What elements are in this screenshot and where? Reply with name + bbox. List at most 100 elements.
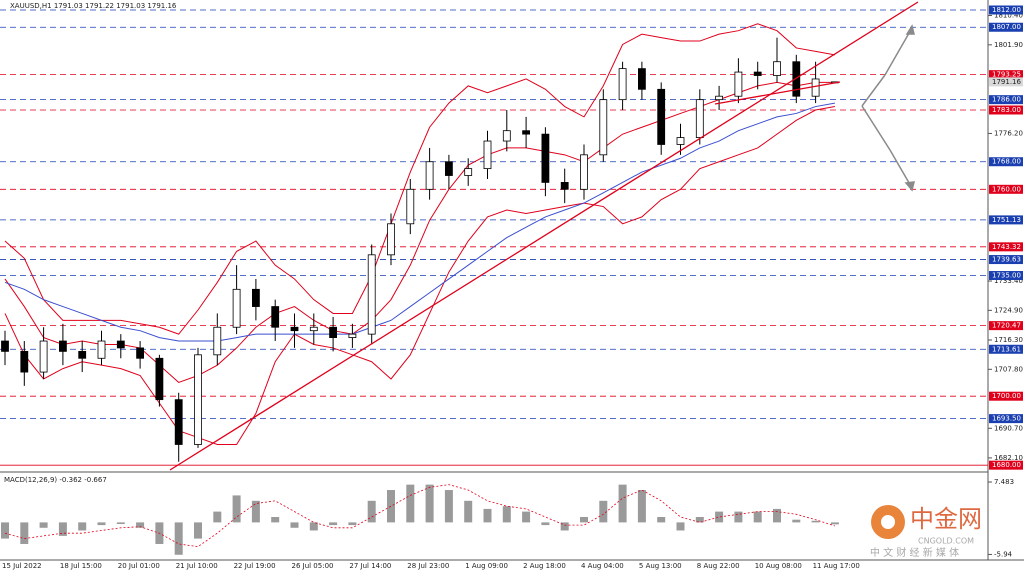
candle-body bbox=[155, 357, 164, 401]
level-label-box bbox=[989, 460, 1023, 470]
indicator-line bbox=[4, 102, 835, 342]
forecast-arrows bbox=[861, 24, 915, 192]
level-label: 1751.13 bbox=[992, 216, 1021, 224]
macd-bar bbox=[213, 511, 222, 523]
trend-line bbox=[169, 1, 919, 471]
level-label: 1786.00 bbox=[992, 96, 1021, 104]
candle-body bbox=[753, 71, 762, 76]
macd-bar bbox=[676, 522, 685, 531]
candle-body bbox=[174, 399, 183, 445]
y-tick-label: 1776.20 bbox=[994, 129, 1023, 137]
candle-body bbox=[464, 168, 473, 176]
macd-bar bbox=[367, 500, 376, 523]
level-label-box bbox=[989, 70, 1023, 80]
macd-bar bbox=[502, 506, 511, 523]
level-label: 1700.00 bbox=[992, 392, 1021, 400]
candle-body bbox=[78, 350, 87, 359]
macd-bar bbox=[309, 522, 318, 531]
candle-body bbox=[136, 347, 145, 359]
macd-bar bbox=[387, 490, 395, 523]
candle-body bbox=[290, 326, 299, 332]
macd-bar bbox=[290, 522, 299, 528]
macd-bar bbox=[329, 522, 338, 526]
x-tick-label: 15 Jul 2022 bbox=[2, 562, 42, 570]
watermark-name: 中金网 bbox=[910, 505, 982, 533]
candle-body bbox=[116, 340, 125, 349]
macd-bar bbox=[136, 522, 145, 528]
x-tick-label: 8 Aug 22:00 bbox=[697, 562, 740, 570]
macd-bar bbox=[232, 495, 241, 523]
macd-bar bbox=[348, 522, 357, 526]
level-label: 1793.25 bbox=[992, 71, 1021, 79]
macd-bar bbox=[734, 511, 743, 523]
level-label-box bbox=[989, 255, 1023, 265]
candle-body bbox=[271, 306, 280, 328]
macd-bar bbox=[830, 522, 839, 525]
macd-bar bbox=[406, 484, 415, 523]
y-tick-label: 1810.40 bbox=[994, 12, 1023, 20]
candle-body bbox=[387, 223, 395, 256]
level-label-box bbox=[989, 321, 1023, 331]
watermark: 中金网 CNGOLD.COM 中 文 财 经 新 媒 体 bbox=[870, 505, 982, 559]
candle-body bbox=[39, 340, 48, 373]
macd-bar bbox=[637, 490, 646, 523]
macd-bar bbox=[39, 522, 48, 528]
macd-bar bbox=[20, 522, 29, 544]
level-label-box bbox=[989, 157, 1023, 167]
x-tick-label: 20 Jul 01:00 bbox=[118, 562, 160, 570]
candle-body bbox=[20, 350, 29, 373]
macd-bar bbox=[715, 511, 724, 523]
level-label: 1739.63 bbox=[992, 256, 1021, 264]
level-label: 1743.32 bbox=[992, 243, 1021, 251]
macd-bar bbox=[58, 522, 67, 536]
macd-bar bbox=[541, 522, 550, 526]
level-label: 1720.47 bbox=[992, 322, 1021, 330]
x-tick-label: 2 Aug 18:00 bbox=[523, 562, 566, 570]
x-tick-label: 10 Aug 08:00 bbox=[755, 562, 802, 570]
trend-line bbox=[714, 81, 841, 105]
level-label-box bbox=[989, 414, 1023, 424]
candle-body bbox=[483, 140, 492, 170]
x-tick-label: 5 Aug 13:00 bbox=[639, 562, 682, 570]
macd-bar bbox=[792, 519, 801, 523]
macd-bar bbox=[580, 517, 588, 523]
macd-bar bbox=[271, 517, 280, 523]
candle-body bbox=[213, 326, 222, 356]
macd-bar bbox=[773, 508, 781, 523]
candle-body bbox=[348, 333, 357, 338]
y-tick-label: 1690.70 bbox=[994, 424, 1023, 432]
macd-bar bbox=[522, 511, 531, 523]
candle-body bbox=[715, 95, 723, 101]
macd-bar bbox=[116, 522, 125, 525]
y-tick-label: 1801.90 bbox=[994, 41, 1023, 49]
level-label-box bbox=[989, 242, 1023, 252]
x-tick-label: 18 Jul 15:00 bbox=[60, 562, 102, 570]
current-price: 1791.16 bbox=[992, 78, 1021, 86]
x-tick-label: 26 Jul 05:00 bbox=[292, 562, 334, 570]
macd-bar bbox=[1, 522, 9, 539]
candle-body bbox=[618, 68, 627, 101]
y-tick-label: 1707.80 bbox=[994, 365, 1023, 373]
macd-bar bbox=[444, 490, 453, 523]
indicator-line bbox=[4, 106, 835, 445]
level-label: 1735.00 bbox=[992, 272, 1021, 280]
y-tick-label: 7.483 bbox=[994, 478, 1014, 486]
macd-bar bbox=[425, 484, 434, 523]
x-tick-label: 27 Jul 14:00 bbox=[349, 562, 391, 570]
logo bbox=[881, 515, 895, 529]
x-tick-label: 1 Aug 09:00 bbox=[465, 562, 508, 570]
level-label-box bbox=[989, 184, 1023, 194]
y-tick-label: -5.94 bbox=[994, 550, 1013, 558]
candle-body bbox=[773, 61, 781, 76]
macd-bar bbox=[97, 522, 106, 526]
y-tick-label: 1733.40 bbox=[994, 277, 1023, 285]
candle-body bbox=[444, 161, 453, 176]
candle-body bbox=[522, 130, 530, 135]
macd-bar bbox=[753, 511, 762, 523]
macd-bar bbox=[618, 484, 627, 523]
candle-body bbox=[599, 99, 608, 156]
candle-body bbox=[309, 326, 318, 332]
candle-body bbox=[406, 188, 415, 225]
